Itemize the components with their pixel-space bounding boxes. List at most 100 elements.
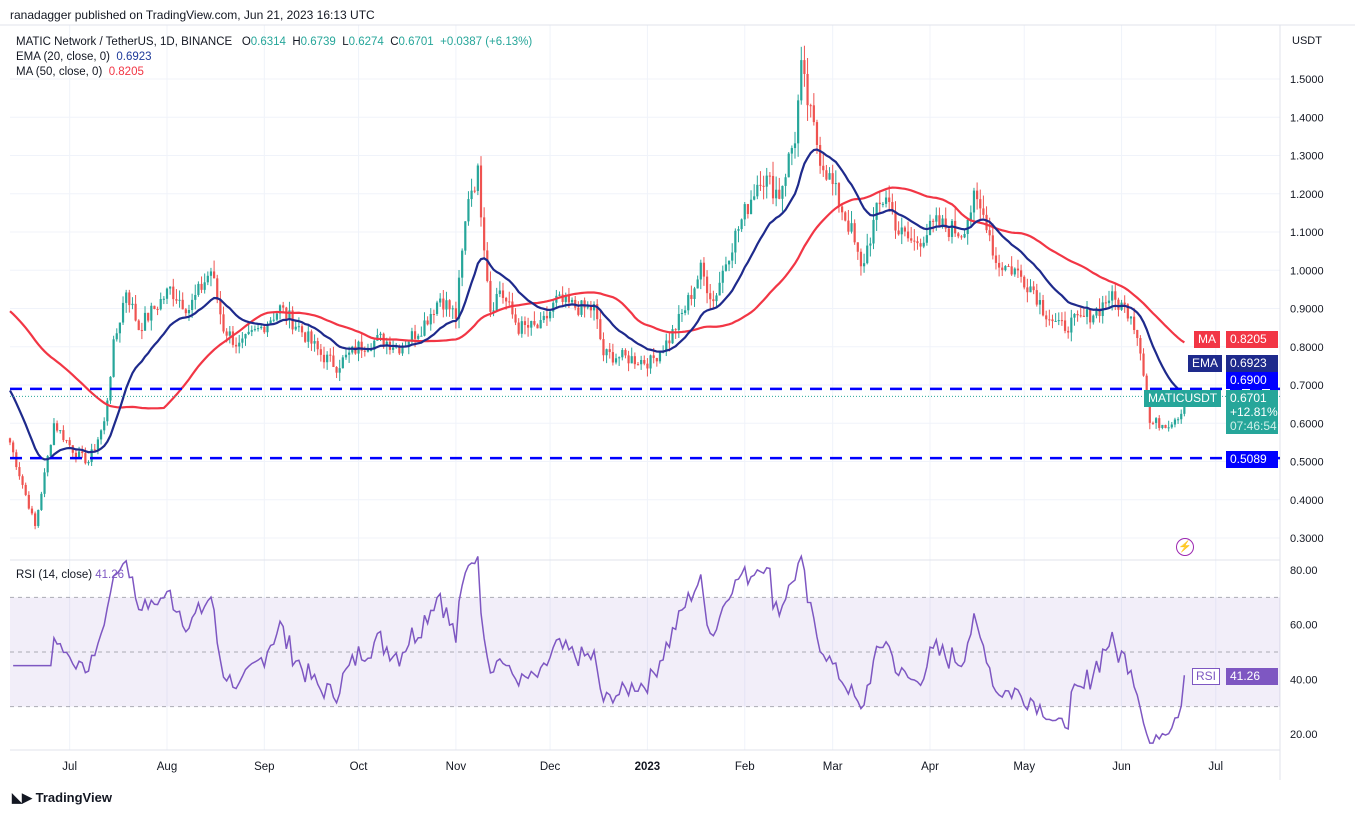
candle-body [567, 295, 571, 303]
time-tick: Jul [1208, 761, 1223, 773]
candle-body [790, 148, 793, 154]
candle-body [429, 313, 432, 325]
candle-body [577, 307, 580, 315]
candle-body [872, 219, 875, 244]
candle-body [37, 509, 40, 526]
candle-body [401, 346, 404, 354]
candle-body [143, 312, 147, 331]
candle-body [498, 290, 501, 294]
candle-body [451, 308, 454, 310]
candle-body [1048, 319, 1051, 321]
candle-body [888, 197, 891, 203]
candle-body [536, 324, 539, 329]
candle-body [1082, 315, 1085, 317]
candle-body [520, 321, 523, 334]
candle-body [93, 449, 96, 451]
candle-body [743, 204, 746, 220]
candle-body [1010, 266, 1013, 275]
high-label: H [292, 36, 301, 48]
rsi-legend-label[interactable]: RSI (14, close) [16, 569, 93, 581]
candle-body [348, 352, 351, 355]
price-tick: 0.3000 [1290, 533, 1324, 545]
candle-body [1161, 424, 1164, 428]
candle-body [1023, 276, 1026, 288]
candle-body [181, 299, 184, 310]
candle-body [699, 262, 702, 280]
candle-body [1057, 320, 1060, 322]
candle-body [1013, 268, 1016, 275]
candle-body [1026, 287, 1029, 293]
candle-body [1164, 424, 1167, 429]
candle-body [307, 331, 310, 342]
ema-legend-value: 0.6923 [116, 51, 152, 63]
price-tag-timer: 07:46:54 [1230, 419, 1277, 433]
close-value: 0.6701 [398, 36, 434, 48]
candle-body [784, 177, 787, 186]
resistance-tag: 0.6900 [1226, 372, 1278, 389]
candle-body [247, 331, 250, 334]
lightning-icon[interactable]: ⚡ [1176, 538, 1194, 556]
candle-body [238, 342, 241, 347]
candle-body [272, 319, 275, 321]
candle-body [184, 309, 187, 314]
candle-body [15, 452, 18, 468]
candle-body [435, 302, 439, 314]
candle-body [137, 320, 140, 331]
candle-body [580, 300, 583, 315]
candle-body [771, 175, 775, 199]
candle-body [614, 358, 618, 363]
candle-body [690, 295, 693, 299]
candle-body [922, 242, 925, 247]
rsi-legend-value: 41.26 [95, 569, 125, 581]
candle-body [1170, 424, 1173, 428]
candle-body [420, 335, 423, 337]
candle-body [803, 60, 806, 74]
candle-body [206, 275, 209, 283]
candle-body [304, 332, 307, 342]
candle-body [643, 360, 646, 364]
candle-body [869, 243, 872, 246]
price-tag-value: 0.6701 [1230, 391, 1267, 405]
candle-body [724, 264, 728, 271]
ema-legend[interactable]: EMA (20, close, 0) [16, 51, 110, 63]
candle-body [338, 368, 341, 373]
ma-legend-value: 0.8205 [108, 66, 144, 78]
candle-body [467, 199, 470, 222]
candle-body [797, 100, 800, 144]
candle-body [1139, 338, 1142, 354]
candle-body [24, 484, 27, 495]
candle-body [596, 304, 599, 320]
candle-body [841, 206, 844, 213]
close-label: C [390, 36, 399, 48]
candle-body [1032, 286, 1035, 291]
candle-body [46, 456, 49, 473]
candle-body [256, 328, 260, 330]
candle-body [87, 462, 90, 464]
candle-body [950, 220, 954, 237]
ma-legend[interactable]: MA (50, close, 0) [16, 66, 103, 78]
candle-body [963, 233, 966, 238]
candle-body [828, 173, 831, 180]
candle-body [825, 170, 828, 180]
candle-body [1155, 418, 1158, 423]
candle-body [445, 300, 448, 310]
candle-body [768, 175, 771, 177]
candle-body [985, 214, 988, 231]
time-tick: Oct [350, 761, 369, 773]
candle-body [900, 227, 903, 235]
candle-body [762, 185, 765, 187]
candle-body [423, 320, 426, 336]
candle-body [1098, 308, 1101, 317]
candle-body [517, 322, 520, 334]
candle-body [417, 335, 420, 339]
candle-body [288, 310, 291, 319]
candle-body [370, 349, 373, 351]
high-value: 0.6739 [300, 36, 336, 48]
tradingview-logo-icon: ◣▶ [12, 790, 36, 805]
candle-body [96, 439, 100, 450]
candle-body [62, 430, 65, 441]
candle-body [99, 430, 103, 440]
symbol-title[interactable]: MATIC Network / TetherUS, 1D, BINANCE [16, 36, 233, 48]
candle-body [43, 472, 46, 494]
